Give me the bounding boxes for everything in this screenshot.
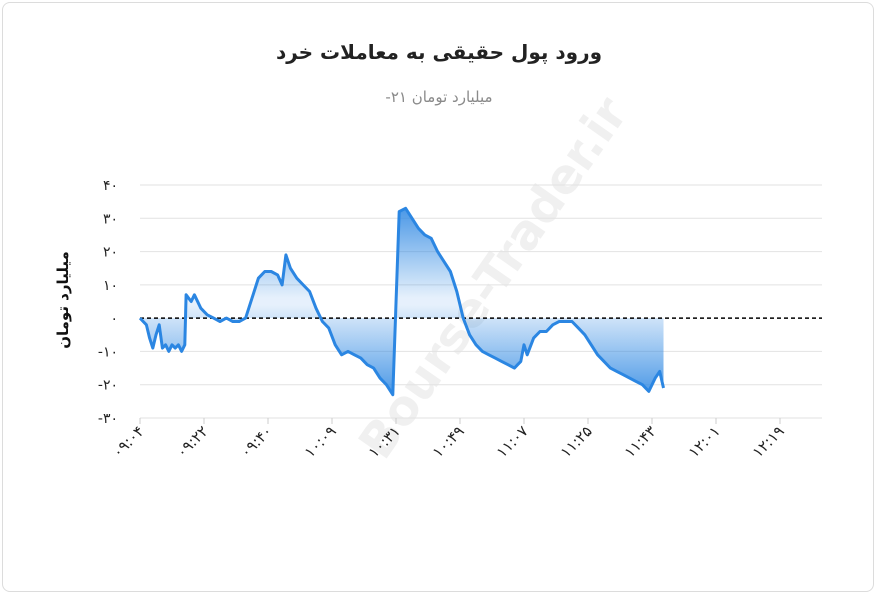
x-tick-label: ۰۹:۴۰ <box>237 422 276 461</box>
line-layer <box>138 206 665 397</box>
y-tick-label: -۳۰ <box>98 411 118 427</box>
x-tick-label: ۱۱:۰۷ <box>493 422 532 461</box>
y-tick-label: ۴۰ <box>103 178 118 194</box>
y-tick-label: ۱۰ <box>103 278 118 294</box>
chart-title: ورود پول حقیقی به معاملات خرد <box>275 40 603 64</box>
y-tick-labels: ۴۰ ۳۰ ۲۰ ۱۰ ۰ -۱۰ -۲۰ -۳۰ <box>98 178 118 427</box>
y-tick-label: ۲۰ <box>103 245 118 261</box>
x-tick-label: ۰۹:۲۲ <box>173 422 212 461</box>
x-tick-label: ۱۲:۱۹ <box>749 422 788 461</box>
x-tick-label: ۱۰:۳۱ <box>365 422 404 461</box>
y-tick-label: ۳۰ <box>103 211 118 227</box>
x-tick-labels: ۰۹:۰۴ ۰۹:۲۲ ۰۹:۴۰ ۱۰:۰۹ ۱۰:۳۱ ۱۰:۴۹ ۱۱:۰۷ ۱۱:۲۵… <box>109 418 788 461</box>
y-axis-label: میلیارد تومان <box>54 251 72 349</box>
y-tick-label: -۱۰ <box>98 344 118 360</box>
y-tick-label: ۰ <box>110 311 118 327</box>
series-line <box>138 206 665 397</box>
grid-layer <box>140 184 822 419</box>
area-layer <box>140 208 664 395</box>
x-tick-label: ۰۹:۰۴ <box>109 422 148 461</box>
y-tick-label: -۲۰ <box>98 378 118 394</box>
x-tick-label: ۱۰:۰۹ <box>301 422 340 461</box>
chart-subtitle: میلیارد تومان ۲۱- <box>385 88 493 106</box>
x-tick-label: ۱۲:۰۱ <box>685 422 724 461</box>
x-tick-label: ۱۱:۲۵ <box>557 422 596 461</box>
x-tick-label: ۱۰:۴۹ <box>429 422 468 461</box>
series-area <box>140 208 664 395</box>
x-tick-label: ۱۱:۴۳ <box>621 422 660 461</box>
